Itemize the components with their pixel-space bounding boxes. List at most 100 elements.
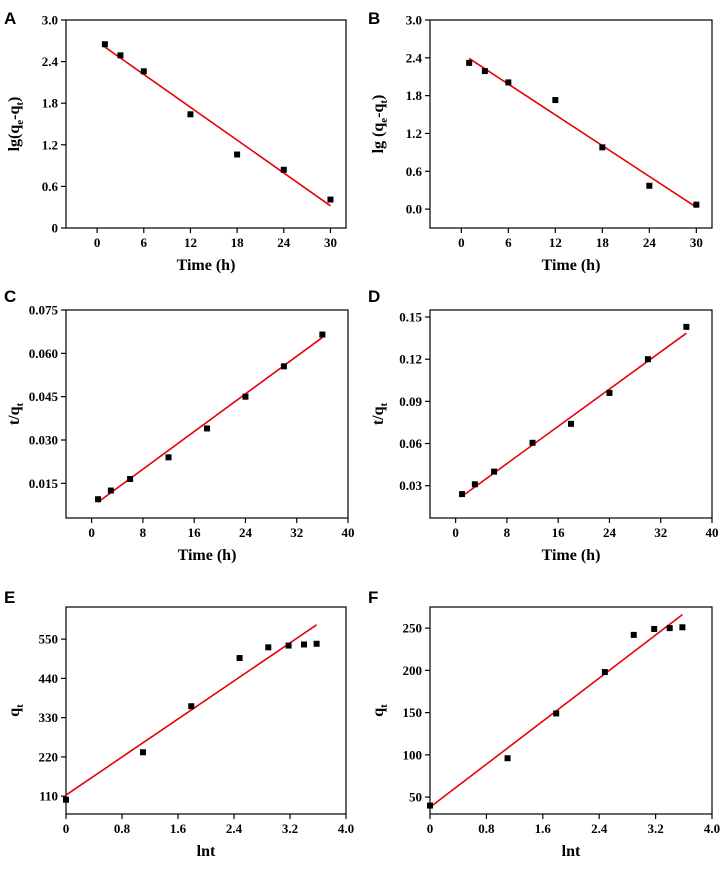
plot-frame (65, 309, 349, 519)
x-tick-label: 32 (290, 525, 303, 540)
data-point (204, 425, 210, 432)
panel-label: D (368, 287, 380, 306)
plot-frame (429, 19, 713, 229)
y-axis-text: -q (370, 104, 387, 118)
data-point (679, 624, 686, 631)
y-tick-label: 0.075 (29, 303, 59, 318)
panel-label: C (4, 287, 16, 306)
y-tick-label: 330 (39, 710, 59, 725)
x-tick-label: 0 (458, 235, 465, 250)
y-tick-label: 250 (403, 621, 423, 636)
x-tick-label: 40 (342, 525, 355, 540)
x-tick-label: 3.2 (647, 821, 663, 836)
panel-label: A (4, 9, 16, 28)
y-tick-label: 0.6 (42, 179, 59, 194)
data-point (165, 454, 172, 461)
x-tick-label: 18 (596, 235, 610, 250)
y-tick-label: 0.6 (406, 164, 423, 179)
data-point (606, 389, 613, 396)
data-point (127, 476, 134, 482)
panel-a: A 0 6 12 18 24 30 0 0.6 1.2 1.8 2.4 3.0 Time (h) lg(qe… (4, 9, 347, 274)
data-point (644, 356, 651, 363)
y-axis-label: t/qt (370, 403, 390, 426)
y-tick-label: 220 (39, 749, 59, 764)
data-point (63, 796, 69, 803)
data-point (95, 496, 102, 503)
fit-line (104, 46, 331, 207)
y-axis-text: -q (6, 106, 23, 120)
plot-frame (429, 606, 713, 815)
data-point (601, 669, 608, 676)
x-tick-label: 1.6 (535, 821, 552, 836)
x-tick-label: 1.6 (170, 821, 187, 836)
y-tick-label: 110 (39, 789, 58, 804)
x-axis-label: Time (h) (178, 547, 237, 564)
x-tick-label: 30 (324, 235, 337, 250)
x-tick-label: 0.8 (478, 821, 495, 836)
y-tick-label: 1.2 (42, 137, 58, 152)
y-tick-label: 3.0 (42, 13, 58, 28)
y-tick-label: 0.12 (399, 352, 422, 367)
x-axis-label: Time (h) (542, 547, 601, 564)
y-axis-subscript: e (14, 120, 26, 125)
data-point (552, 97, 559, 104)
x-tick-label: 8 (504, 525, 511, 540)
panel-label: F (368, 588, 378, 607)
panel-label: E (4, 588, 15, 607)
y-axis-text: q (370, 708, 387, 717)
y-axis-label: lg(qe-qt) (6, 97, 26, 152)
y-tick-label: 200 (403, 663, 423, 678)
data-point (683, 323, 690, 330)
data-point (319, 331, 326, 338)
x-tick-label: 4.0 (338, 821, 354, 836)
fit-line (468, 57, 697, 208)
data-point (117, 52, 124, 59)
x-tick-label: 6 (505, 235, 512, 250)
x-tick-label: 16 (552, 525, 566, 540)
data-point (427, 802, 433, 809)
x-tick-label: 2.4 (591, 821, 608, 836)
y-axis-subscript: t (378, 704, 390, 708)
data-point (140, 749, 146, 756)
y-tick-label: 100 (403, 747, 423, 762)
data-point (651, 625, 658, 632)
y-axis-text: t/q (370, 406, 387, 425)
y-tick-label: 1.2 (406, 126, 422, 141)
y-axis-text: lg (q (370, 123, 387, 154)
y-axis-text: lg(q (6, 125, 23, 152)
y-tick-label: 0.0 (406, 202, 422, 217)
y-axis-text: t/q (6, 406, 23, 425)
x-tick-label: 12 (549, 235, 562, 250)
panel-b: B 0 6 12 18 24 30 0.0 0.6 1.2 1.8 2.4 3.0 Time (h) lg … (368, 9, 713, 274)
y-axis-label: t/qt (6, 403, 26, 426)
x-tick-label: 6 (141, 235, 148, 250)
x-tick-label: 40 (706, 525, 719, 540)
panel-d: D 0 8 16 24 32 40 0.03 0.06 0.09 0.12 0.15 Time (h) t… (368, 287, 719, 564)
data-point (693, 201, 700, 208)
panel-c: C 0 8 16 24 32 40 0.015 0.030 0.045 0.060 0.075 Time… (4, 287, 355, 564)
y-tick-label: 0.09 (399, 394, 422, 409)
y-axis-subscript: t (378, 100, 390, 104)
y-axis-text: ) (370, 95, 387, 100)
panel-f: F 0 0.8 1.6 2.4 3.2 4.0 50 100 150 200 250 lnt qt (368, 588, 720, 860)
fit-line (65, 624, 318, 796)
plot-frame (65, 606, 347, 815)
data-point (553, 710, 560, 717)
x-tick-label: 2.4 (226, 821, 243, 836)
x-axis-label: lnt (197, 843, 216, 860)
x-tick-label: 12 (184, 235, 197, 250)
data-point (505, 79, 512, 86)
data-point (280, 166, 287, 173)
y-axis-subscript: e (378, 118, 390, 123)
x-tick-label: 0 (63, 821, 70, 836)
data-point (242, 393, 249, 400)
x-axis-label: Time (h) (177, 257, 236, 274)
data-point (234, 151, 241, 158)
panel-label: B (368, 9, 380, 28)
data-point (285, 642, 292, 649)
data-point (529, 439, 536, 446)
data-point (646, 182, 653, 189)
data-point (481, 68, 488, 75)
x-tick-label: 0 (94, 235, 101, 250)
data-point (666, 625, 673, 632)
